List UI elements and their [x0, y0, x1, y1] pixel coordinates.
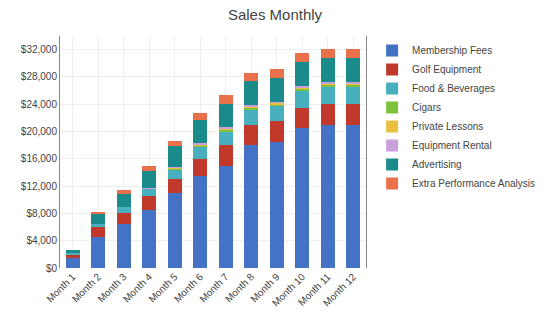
svg-text:$24,000: $24,000 — [21, 99, 58, 110]
svg-text:$32,000: $32,000 — [21, 44, 58, 55]
svg-text:Month 10: Month 10 — [270, 271, 308, 309]
svg-text:Month 9: Month 9 — [248, 271, 282, 305]
svg-text:$20,000: $20,000 — [21, 126, 58, 137]
svg-text:$0: $0 — [46, 263, 58, 274]
svg-text:Private Lessons: Private Lessons — [412, 121, 483, 132]
svg-text:Sales Monthly: Sales Monthly — [228, 6, 323, 23]
svg-text:Month 6: Month 6 — [172, 271, 206, 305]
svg-text:Month 7: Month 7 — [197, 271, 231, 305]
svg-text:Month 3: Month 3 — [95, 271, 129, 305]
svg-text:Advertising: Advertising — [412, 159, 461, 170]
svg-text:Equipment Rental: Equipment Rental — [412, 140, 492, 151]
svg-text:$28,000: $28,000 — [21, 71, 58, 82]
svg-text:$16,000: $16,000 — [21, 153, 58, 164]
svg-text:Golf Equipment: Golf Equipment — [412, 64, 481, 75]
svg-text:$12,000: $12,000 — [21, 181, 58, 192]
svg-text:Month 4: Month 4 — [121, 271, 155, 305]
svg-text:Month 1: Month 1 — [44, 271, 78, 305]
svg-text:Cigars: Cigars — [412, 102, 441, 113]
svg-text:Month 12: Month 12 — [321, 271, 359, 309]
svg-text:Extra Performance Analysis: Extra Performance Analysis — [412, 178, 535, 189]
svg-text:Membership Fees: Membership Fees — [412, 45, 492, 56]
svg-text:Month 5: Month 5 — [146, 271, 180, 305]
svg-text:Month 2: Month 2 — [70, 271, 104, 305]
svg-text:$8,000: $8,000 — [26, 208, 57, 219]
svg-text:Month 11: Month 11 — [296, 271, 333, 308]
svg-text:$4,000: $4,000 — [26, 235, 57, 246]
svg-text:Month 8: Month 8 — [223, 271, 257, 305]
svg-text:Food & Beverages: Food & Beverages — [412, 83, 495, 94]
